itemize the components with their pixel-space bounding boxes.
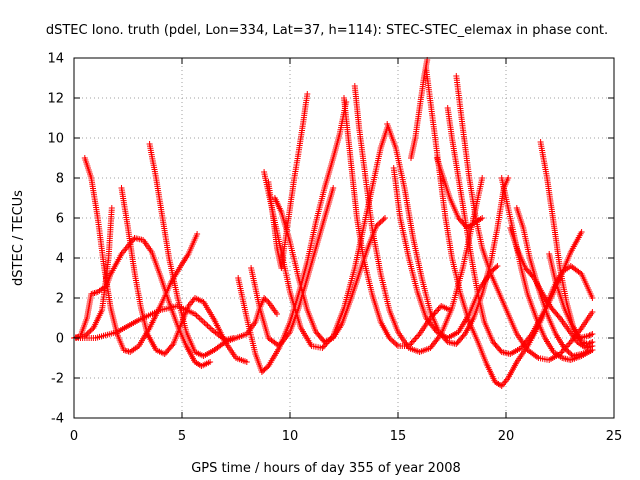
x-tick-label: 5 [178,429,186,444]
y-tick-label: -2 [51,372,64,387]
series-20-markers [433,155,486,231]
y-tick-label: 14 [47,52,64,67]
series-12-markers [341,95,453,349]
x-tick-label: 15 [390,429,407,444]
x-tick-label: 20 [498,429,515,444]
y-tick-label: 6 [56,212,64,227]
series-11-markers [265,91,311,271]
chart-title: dSTEC Iono. truth (pdel, Lon=334, Lat=37… [46,23,608,38]
plot-frame [73,57,615,419]
series-10-markers [271,195,388,345]
y-tick-label: -4 [51,412,64,427]
y-tick-label: 10 [47,132,64,147]
axis-ticks: 0 5 10 15 20 25 -4 -2 0 2 4 6 8 10 12 14 [47,52,622,445]
x-tick-label: 25 [606,429,623,444]
y-tick-label: 12 [47,92,64,107]
y-tick-label: 8 [56,172,64,187]
y-tick-label: 0 [56,332,64,347]
series-19-markers [453,73,596,363]
x-tick-label: 0 [70,429,78,444]
data-series [71,57,596,389]
x-axis-label: GPS time / hours of day 355 of year 2008 [191,461,461,476]
y-axis-label: dSTEC / TECUs [11,190,26,286]
series-23-markers [498,175,596,363]
grid-lines [74,58,614,418]
series-24-markers [507,225,596,351]
series-25-markers [546,251,596,347]
x-tick-label: 10 [282,429,299,444]
y-tick-label: 2 [56,292,64,307]
y-tick-label: 4 [56,252,64,267]
series-2-markers [71,205,115,341]
series-5-markers [146,141,280,359]
